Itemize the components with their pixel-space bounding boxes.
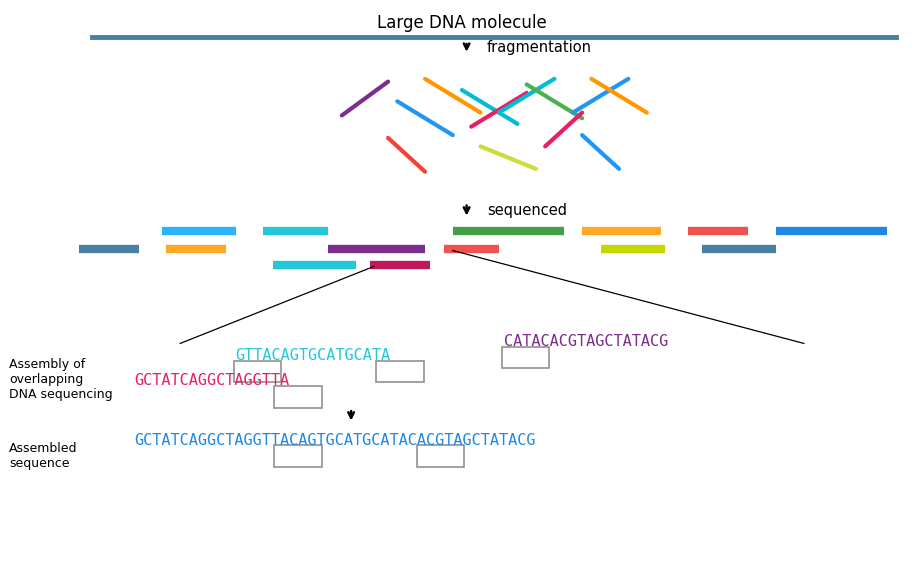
Text: Large DNA molecule: Large DNA molecule bbox=[377, 14, 547, 32]
Text: fragmentation: fragmentation bbox=[487, 40, 592, 55]
Text: CATACACGTAGCTATACG: CATACACGTAGCTATACG bbox=[504, 334, 668, 349]
Text: Assembly of
overlapping
DNA sequencing: Assembly of overlapping DNA sequencing bbox=[9, 358, 113, 400]
Text: Assembled
sequence: Assembled sequence bbox=[9, 442, 78, 470]
Text: GTTACAGTGCATGCATA: GTTACAGTGCATGCATA bbox=[236, 348, 391, 363]
Text: GCTATCAGGCTAGGTTACAGTGCATGCATACACGTAGCTATACG: GCTATCAGGCTAGGTTACAGTGCATGCATACACGTAGCTA… bbox=[134, 432, 536, 448]
Text: GCTATCAGGCTAGGTTA: GCTATCAGGCTAGGTTA bbox=[134, 373, 289, 388]
Text: sequenced: sequenced bbox=[487, 203, 567, 218]
